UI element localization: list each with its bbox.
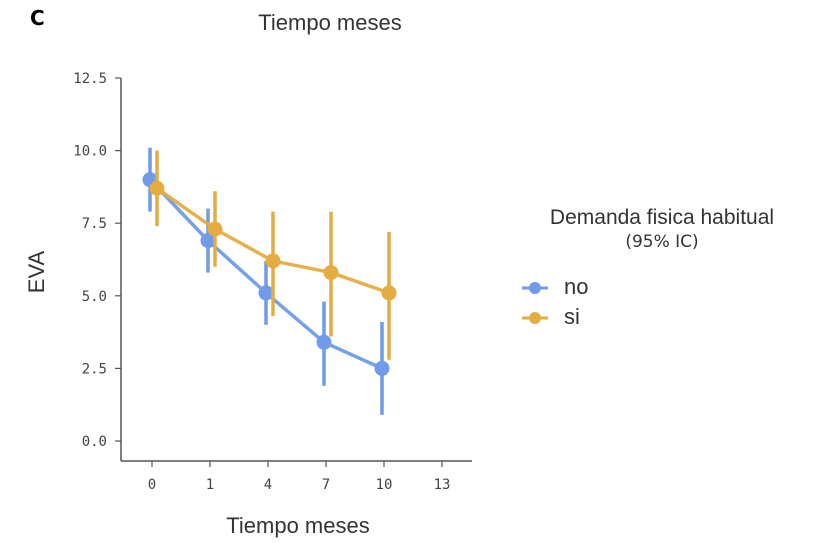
legend: Demanda fisica habitual (95% IC) no si <box>512 205 812 333</box>
legend-title: Demanda fisica habitual <box>549 206 775 229</box>
legend-item-si: si <box>520 303 812 333</box>
y-tick-label: 0.0 <box>82 434 107 450</box>
y-tick-label: 10.0 <box>73 144 107 160</box>
y-tick-label: 2.5 <box>82 361 107 377</box>
legend-label-si: si <box>564 304 580 329</box>
legend-swatch-si <box>522 312 548 324</box>
x-tick-label: 0 <box>148 477 156 493</box>
series-layer <box>142 147 397 415</box>
series-si <box>149 150 397 360</box>
x-tick-label: 4 <box>264 477 272 493</box>
legend-subtitle: (95% IC) <box>625 232 699 252</box>
x-tick-label: 13 <box>434 477 451 493</box>
y-tick-label: 12.5 <box>73 71 107 87</box>
y-axis-title: EVA <box>24 250 49 293</box>
data-point-no <box>258 285 274 301</box>
x-tick-label: 1 <box>206 477 214 493</box>
data-point-si <box>149 180 165 196</box>
data-point-si <box>381 285 397 301</box>
legend-swatch-no <box>522 282 548 294</box>
panel-label: C <box>30 6 45 30</box>
x-tick-label: 7 <box>322 477 330 493</box>
data-point-no <box>374 360 390 376</box>
data-point-si <box>207 221 223 237</box>
tick-labels: 0.0 2.5 5.0 7.5 10.0 12.5 0 1 4 7 10 13 <box>73 71 450 493</box>
chart-title: Tiempo meses <box>258 10 402 35</box>
data-point-no <box>200 233 216 249</box>
x-axis-title: Tiempo meses <box>226 513 369 538</box>
y-tick-label: 5.0 <box>82 289 107 305</box>
legend-label-no: no <box>564 274 589 299</box>
series-no <box>142 147 390 415</box>
legend-item-no: no <box>520 273 812 303</box>
data-point-no <box>316 334 332 350</box>
axes <box>115 77 472 467</box>
x-tick-label: 10 <box>376 477 393 493</box>
y-tick-label: 7.5 <box>82 216 107 232</box>
data-point-si <box>323 265 339 281</box>
data-point-si <box>265 253 281 269</box>
